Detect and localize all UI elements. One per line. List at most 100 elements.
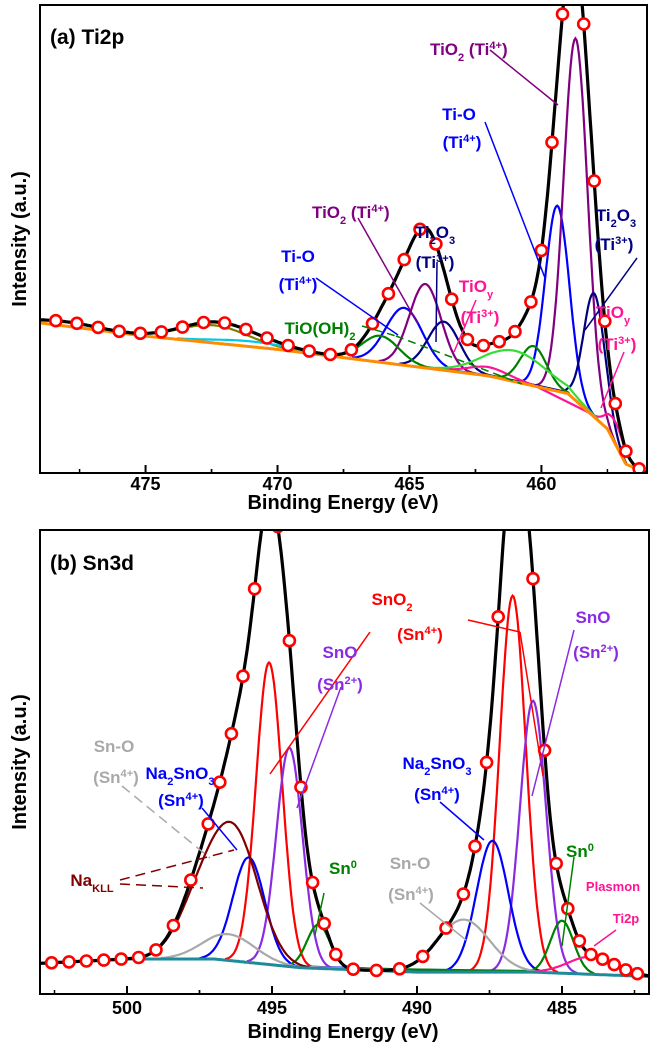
annotation-fragment: 3 [630, 218, 636, 230]
b-data-point [201, 817, 215, 831]
a-component-tio-oh-2 [332, 334, 571, 395]
ann-tio-right-2: (Ti4+) [443, 133, 482, 152]
annotation-fragment: (Sn [158, 791, 185, 810]
b-data-point [236, 669, 250, 684]
leader-tio2-right [489, 49, 559, 106]
panel-a-curves [40, 5, 647, 473]
leader-ti2o3-right [584, 257, 638, 331]
annotation-fragment: (Ti [598, 335, 618, 354]
a-component-shake-up [430, 348, 600, 421]
ann-tioy-right-2: (Ti3+) [598, 335, 637, 354]
ann-na2sno3-right-2: (Sn4+) [414, 785, 460, 804]
annotation-fragment: ) [428, 885, 434, 904]
ann-ti2o3-left-1: Ti2O3 [415, 223, 455, 247]
annotation-fragment: 2 [406, 602, 412, 614]
b-data-point [392, 961, 407, 976]
annotation-fragment: (Ti [416, 253, 436, 272]
annotation-fragment: 4+ [489, 40, 502, 52]
ann-tio-left-2: (Ti4+) [279, 275, 318, 294]
annotation-fragment: 4+ [463, 133, 476, 145]
a-data-point [381, 286, 396, 301]
ann-ti2o3-right-1: Ti2O3 [596, 206, 636, 230]
annotation-fragment: (Sn [317, 675, 344, 694]
ann-tioy-left-2: (Ti3+) [461, 308, 500, 327]
b-data-point [166, 918, 181, 933]
ann-sn0-left: Sn0 [329, 859, 357, 878]
a-tick-label: 460 [526, 474, 556, 494]
leader-sno2-right-a [467, 619, 521, 633]
annotation-fragment: SnO [371, 590, 406, 609]
annotation-fragment: ) [613, 643, 619, 662]
a-data-point [524, 295, 538, 309]
annotation-fragment: 2 [611, 218, 617, 230]
annotation-fragment: ) [437, 625, 443, 644]
b-data-point [282, 633, 297, 648]
annotation-fragment: 3 [465, 766, 471, 778]
b-data-point [328, 947, 343, 962]
annotation-fragment: Na [403, 754, 425, 773]
ann-plasmon-2: Ti2p [613, 911, 640, 926]
a-tick-label: 470 [262, 474, 292, 494]
annotation-fragment: 3 [208, 776, 214, 788]
b-component-sno2-sn4- [224, 593, 559, 974]
a-data-point [429, 237, 443, 251]
b-data-point [504, 460, 515, 471]
annotation-fragment: 4+ [416, 885, 429, 897]
a-background-line [40, 321, 647, 473]
b-data-point [549, 856, 564, 871]
ann-sn-o-right-1: Sn-O [390, 854, 431, 873]
leader-tio-right [484, 121, 546, 279]
panel-b-ylabel: Intensity (a.u.) [9, 694, 31, 830]
b-data-point [526, 571, 540, 586]
a-data-point [154, 325, 169, 339]
annotation-fragment: TiO [430, 40, 458, 59]
a-data-point [175, 320, 190, 334]
b-data-point [618, 963, 633, 977]
a-data-point [597, 314, 612, 329]
annotation-fragment: (Sn [397, 625, 424, 644]
annotation-fragment: 2 [349, 331, 355, 343]
annotation-fragment: (Ti [595, 235, 615, 254]
ann-sno2-1: SnO2 [371, 590, 412, 614]
leader-nakll-1 [119, 849, 235, 881]
b-data-point [516, 452, 527, 463]
ann-tiooh: TiO(OH)2 [284, 319, 355, 343]
b-data-point [305, 875, 320, 890]
panel-b-leaders [119, 619, 617, 947]
ann-na2sno3-left-2: (Sn4+) [158, 791, 204, 810]
a-data-point [217, 316, 232, 330]
a-data-point [239, 322, 253, 337]
panel-a-xlabel: Binding Energy (eV) [247, 492, 438, 514]
ann-tioy-right-1: TiOy [596, 303, 631, 327]
annotation-fragment: Sn [329, 859, 351, 878]
a-data-point [534, 243, 549, 258]
annotation-fragment: Sn [566, 842, 588, 861]
b-data-point [584, 947, 598, 962]
ann-sn-o-right-2: (Sn4+) [388, 885, 434, 904]
ann-sno-left-1: SnO [323, 643, 358, 662]
a-data-point [302, 344, 317, 358]
a-data-point [196, 315, 211, 330]
annotation-fragment: KLL [92, 883, 114, 895]
ann-sno-right-2: (Sn2+) [573, 643, 619, 662]
a-data-point [587, 174, 602, 188]
panel-a: 475 470 465 460 (a) Ti2p Binding Energy (eV… [9, 4, 648, 514]
a-data-point [576, 17, 591, 31]
leader-sn-o-left [121, 785, 211, 859]
panel-a-title: (a) Ti2p [50, 26, 124, 49]
ann-ti2o3-left-2: (Ti3+) [416, 253, 455, 272]
b-data-point [630, 966, 645, 981]
a-data-point [323, 347, 338, 362]
leader-tiooh-right [395, 335, 523, 385]
annotation-fragment: (Sn [388, 885, 415, 904]
leader-na2sno3-left [201, 807, 238, 851]
b-data-point [79, 954, 94, 968]
annotation-fragment: 3 [449, 235, 455, 247]
annotation-fragment: ) [312, 275, 318, 294]
a-data-point [48, 313, 63, 328]
annotation-fragment: 4+ [371, 203, 384, 215]
annotation-fragment: 2 [340, 215, 346, 227]
b-data-point [491, 609, 506, 624]
a-data-point [460, 332, 475, 347]
a-data-point [133, 326, 148, 341]
